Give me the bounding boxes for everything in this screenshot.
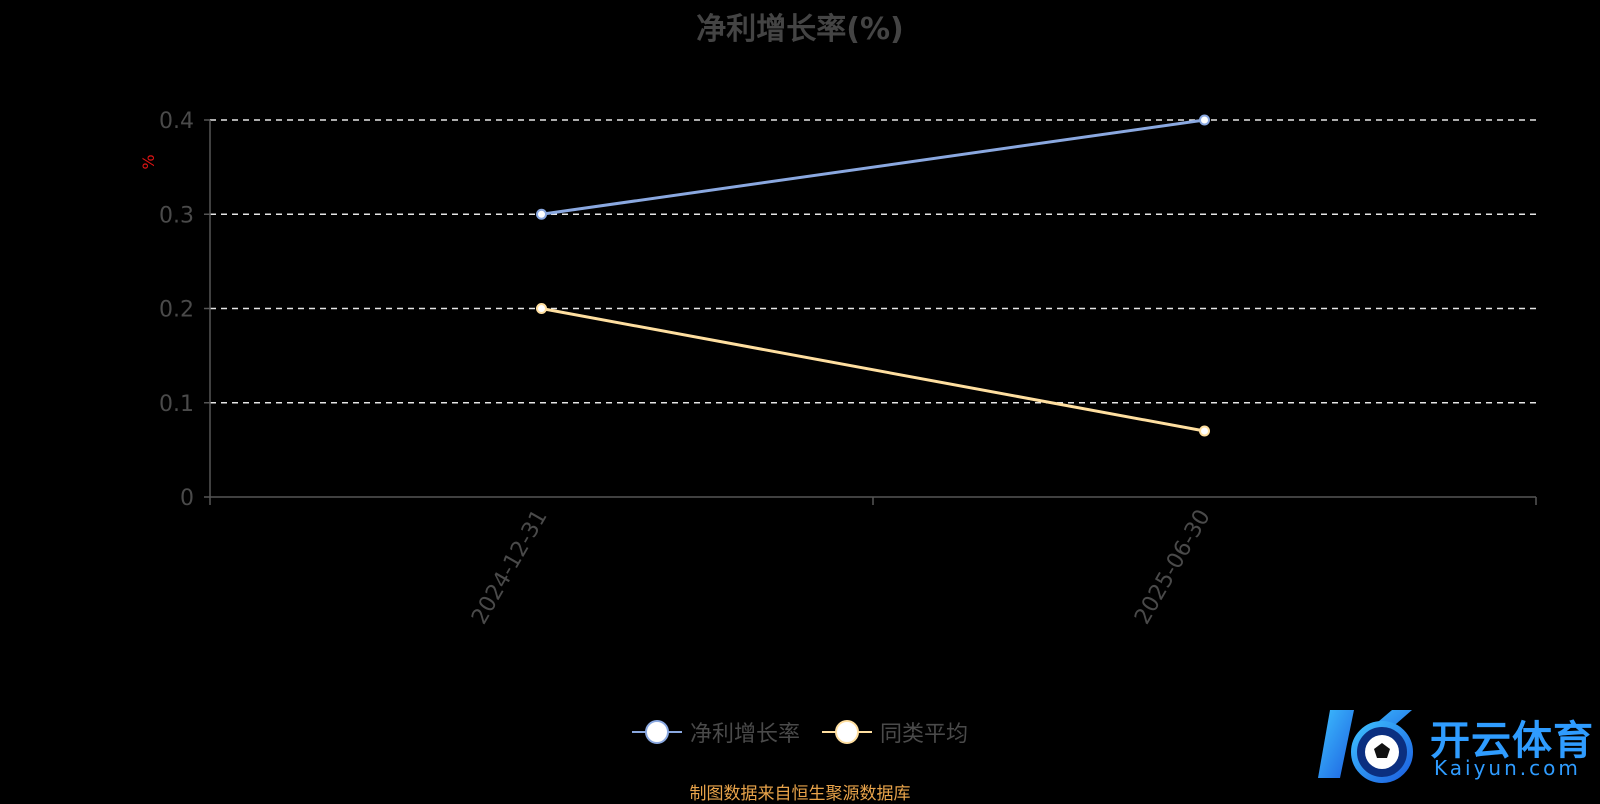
series-line-1 — [541, 118, 1205, 216]
soccer-ball-logo-icon — [1318, 710, 1413, 783]
legend: 净利增长率 同类平均 — [0, 716, 1600, 748]
axis-layer: 0 0.1 0.2 0.3 0.4 2024-12-31 2025-06-30 — [159, 109, 1537, 629]
y-tick-label: 0.3 — [159, 203, 194, 228]
data-point — [536, 208, 547, 220]
series-line-2 — [541, 307, 1205, 433]
legend-item-series-1[interactable]: 净利增长率 — [631, 716, 800, 748]
series-layer — [536, 114, 1210, 437]
y-tick-label: 0.4 — [159, 109, 194, 134]
x-tick-label: 2024-12-31 — [467, 506, 553, 629]
data-point — [536, 303, 547, 314]
data-point — [1199, 114, 1210, 126]
y-tick-label: 0.2 — [159, 298, 194, 323]
grid-layer — [210, 119, 1536, 404]
y-tick-label: 0 — [180, 486, 194, 511]
watermark-cn: 开云体育 — [1430, 718, 1594, 764]
legend-marker-icon — [631, 720, 682, 744]
y-axis-label: % — [139, 154, 158, 169]
chart-title: 净利增长率(%) — [696, 12, 904, 47]
watermark-logo: 开云体育 Kaiyun.com — [1312, 700, 1600, 790]
watermark-en: Kaiyun.com — [1434, 756, 1581, 780]
x-tick-label: 2025-06-30 — [1130, 506, 1216, 629]
source-note: 制图数据来自恒生聚源数据库 — [689, 784, 911, 804]
legend-label: 同类平均 — [880, 722, 969, 747]
legend-item-series-2[interactable]: 同类平均 — [822, 716, 968, 748]
legend-label: 净利增长率 — [689, 722, 800, 747]
legend-marker-icon — [822, 720, 872, 744]
y-tick-label: 0.1 — [159, 392, 194, 417]
data-point — [1199, 425, 1210, 437]
